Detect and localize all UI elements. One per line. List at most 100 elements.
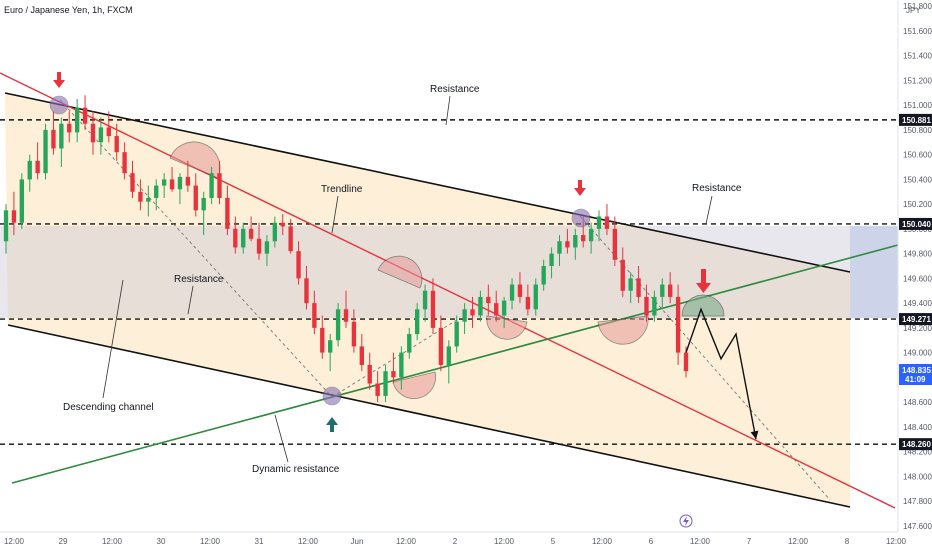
touch-circle-mid <box>571 208 591 228</box>
currency-label: JPY <box>906 6 921 15</box>
x-tick-label: 6 <box>649 537 654 546</box>
candle <box>509 278 515 310</box>
x-tick-label: 2 <box>453 537 458 546</box>
y-tick-label: 150.400 <box>903 175 932 184</box>
y-tick-label: 150.200 <box>903 200 932 209</box>
candle <box>668 272 673 304</box>
candle <box>430 278 436 335</box>
descending-channel-area <box>5 93 850 507</box>
highlight-arc-4 <box>486 315 528 340</box>
channel-upper-line <box>4 92 851 273</box>
candle <box>636 266 641 304</box>
candle <box>201 191 206 236</box>
lightning-icon[interactable] <box>679 514 693 528</box>
x-tick-label: 8 <box>845 537 850 546</box>
price-level-tag: 150.881 <box>899 113 932 126</box>
y-tick-label: 151.800 <box>903 2 932 11</box>
candle <box>399 346 404 390</box>
candle <box>74 98 80 143</box>
candle <box>454 315 459 353</box>
candle <box>414 303 420 341</box>
candle <box>169 167 175 192</box>
down-arrow-2 <box>574 180 586 196</box>
candle <box>106 111 111 143</box>
projected-path-arrowhead <box>750 430 759 440</box>
candle <box>446 340 451 384</box>
y-tick-label: 151.200 <box>903 76 932 85</box>
range-box <box>0 226 898 318</box>
candle <box>628 272 633 304</box>
time-axis[interactable] <box>0 532 932 550</box>
pointer-resistance-left <box>187 285 194 315</box>
dashed-path-1 <box>59 99 333 398</box>
candle <box>533 278 538 316</box>
label-trendline: Trendline <box>321 184 363 195</box>
candle <box>154 179 159 211</box>
y-tick-label: 148.600 <box>903 398 932 407</box>
x-tick-label: 12:00 <box>494 537 515 546</box>
x-tick-label: 5 <box>551 537 556 546</box>
x-tick-label: 12:00 <box>102 537 123 546</box>
down-arrow-3 <box>696 269 711 293</box>
trendline <box>0 72 896 509</box>
candle <box>660 278 665 310</box>
candle <box>320 315 325 359</box>
touch-circle-top <box>49 95 69 115</box>
x-tick-label: 12:00 <box>4 537 25 546</box>
candle <box>565 228 570 254</box>
candle <box>478 290 483 322</box>
candle <box>82 95 88 130</box>
candle <box>573 228 578 260</box>
candle <box>67 111 72 143</box>
pointer-channel <box>102 279 124 399</box>
y-tick-label: 149.200 <box>903 324 932 333</box>
candle <box>517 272 523 304</box>
price-level-value: 150.040 <box>902 220 931 229</box>
candle <box>549 247 554 279</box>
candle <box>422 284 428 322</box>
touch-circle-low <box>322 386 342 406</box>
candle <box>114 123 119 161</box>
candle <box>486 284 491 316</box>
candle <box>19 173 24 229</box>
y-tick-label: 148.000 <box>903 472 932 481</box>
candle <box>391 352 396 384</box>
candle <box>335 303 341 347</box>
candle <box>541 259 546 291</box>
candle <box>304 266 309 310</box>
candle <box>146 185 151 217</box>
candle <box>375 371 380 403</box>
x-tick-label: 29 <box>59 537 68 546</box>
y-tick-label: 151.600 <box>903 27 932 36</box>
candle <box>3 204 9 254</box>
y-tick-label: 149.400 <box>903 299 932 308</box>
candle <box>98 117 104 155</box>
candle <box>27 154 32 192</box>
candle <box>233 216 238 254</box>
candle <box>494 290 499 322</box>
highlight-arc-3 <box>392 371 436 399</box>
candle <box>90 111 96 155</box>
candle <box>675 284 681 365</box>
x-tick-label: 12:00 <box>886 537 907 546</box>
candle <box>256 222 262 260</box>
x-tick-label: 12:00 <box>690 537 711 546</box>
current-price-countdown: 41:09 <box>905 375 926 384</box>
pointer-resistance-right <box>705 195 713 225</box>
down-arrow-1 <box>53 72 65 88</box>
y-tick-label: 147.600 <box>903 522 932 531</box>
x-tick-label: 30 <box>157 537 166 546</box>
candle <box>217 160 222 205</box>
x-tick-label: 12:00 <box>592 537 613 546</box>
candle <box>588 222 594 254</box>
candle <box>11 191 17 236</box>
price-level-value: 149.271 <box>902 315 931 324</box>
highlight-arc-2 <box>377 255 423 289</box>
candle <box>596 210 602 242</box>
candle <box>51 111 56 155</box>
highlight-arc-5 <box>597 315 649 345</box>
price-level-tag: 150.040 <box>899 217 932 230</box>
x-tick-label: 7 <box>747 537 752 546</box>
candle <box>138 179 143 211</box>
